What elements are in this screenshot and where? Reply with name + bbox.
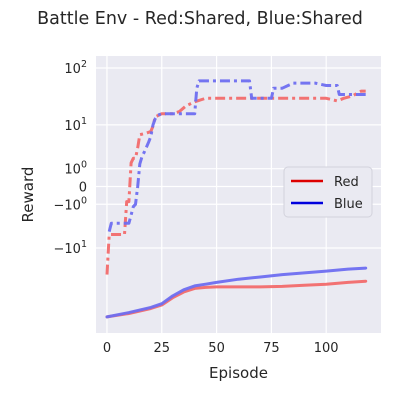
y-tick-label: 101 (64, 116, 87, 134)
chart-title: Battle Env - Red:Shared, Blue:Shared (37, 9, 363, 29)
y-axis-label: Reward (19, 167, 37, 223)
y-tick-label: −101 (54, 239, 87, 257)
x-tick-label: 0 (103, 341, 111, 356)
y-tick-label: −100 (54, 195, 87, 213)
x-tick-label: 50 (208, 341, 225, 356)
x-tick-label: 100 (314, 341, 339, 356)
x-tick-label: 75 (263, 341, 280, 356)
legend-label-red: Red (334, 175, 359, 190)
series-line-red-dashdot (105, 89, 366, 275)
legend-label-blue: Blue (334, 197, 363, 212)
y-tick-label: 0 (79, 180, 87, 195)
legend: Red Blue (283, 166, 373, 218)
series-line-blue-solid (105, 266, 368, 319)
y-tick-label: 102 (64, 59, 87, 77)
series-layer (105, 79, 368, 319)
x-axis-label: Episode (209, 364, 268, 382)
y-tick-label: 100 (64, 160, 87, 178)
legend-frame (283, 166, 373, 218)
series-line-blue-dashdot (107, 79, 366, 232)
x-tick-label: 25 (153, 341, 170, 356)
